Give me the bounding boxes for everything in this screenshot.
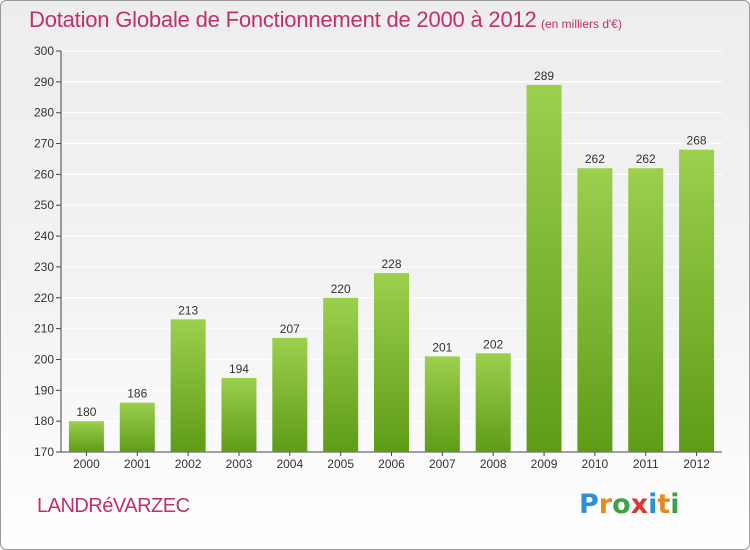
y-tick-label: 230 — [34, 260, 54, 274]
x-tick-label: 2008 — [480, 457, 507, 471]
x-tick-label: 2001 — [124, 457, 151, 471]
bar — [679, 149, 715, 452]
logo-letter: o — [612, 489, 631, 520]
logo-letter: P — [579, 489, 599, 520]
chart-unit-label: (en milliers d'€) — [541, 17, 622, 31]
y-tick-label: 250 — [34, 198, 54, 212]
bar — [526, 84, 562, 452]
bar — [119, 402, 155, 452]
x-tick-label: 2002 — [175, 457, 202, 471]
x-tick-label: 2007 — [429, 457, 456, 471]
y-tick-label: 260 — [34, 167, 54, 181]
bar-value-label: 207 — [280, 322, 300, 336]
bar-value-label: 268 — [687, 134, 707, 148]
bar-value-label: 228 — [381, 257, 401, 271]
logo-letter: i — [670, 489, 680, 520]
bar-value-label: 202 — [483, 337, 503, 351]
bar — [374, 273, 409, 452]
bar — [577, 168, 613, 452]
x-tick-label: 2012 — [683, 457, 710, 471]
bar-value-label: 194 — [229, 362, 249, 376]
x-tick-label: 2005 — [327, 457, 354, 471]
y-tick-label: 290 — [34, 75, 54, 89]
commune-name: LANDRéVARZEC — [37, 495, 190, 517]
x-tick-label: 2011 — [633, 457, 659, 471]
x-tick-label: 2004 — [276, 457, 303, 471]
bar-value-label: 262 — [585, 152, 605, 166]
y-tick-label: 190 — [34, 383, 54, 397]
y-tick-label: 180 — [34, 414, 54, 428]
x-tick-label: 2010 — [582, 457, 609, 471]
logo-letter: i — [648, 489, 658, 520]
bar — [221, 377, 257, 452]
logo-letter: x — [630, 489, 649, 520]
y-tick-label: 220 — [34, 291, 54, 305]
bar-value-label: 289 — [534, 69, 554, 83]
y-tick-label: 170 — [34, 445, 54, 459]
y-tick-label: 200 — [34, 352, 54, 366]
bar — [68, 421, 104, 452]
bar — [475, 353, 511, 452]
y-tick-label: 210 — [34, 322, 54, 336]
x-tick-label: 2000 — [73, 457, 100, 471]
y-tick-label: 270 — [34, 137, 54, 151]
x-tick-label: 2006 — [378, 457, 405, 471]
y-tick-label: 280 — [34, 106, 54, 120]
bar — [628, 168, 664, 452]
bar — [272, 337, 308, 452]
bar — [323, 297, 359, 452]
proxiti-logo: Proxiti — [579, 489, 680, 520]
bar-value-label: 213 — [178, 303, 198, 317]
bar — [170, 319, 206, 452]
bar-value-label: 262 — [636, 152, 656, 166]
bar-value-label: 201 — [432, 340, 452, 354]
bar — [424, 356, 460, 452]
bar-value-label: 186 — [127, 387, 147, 401]
x-tick-label: 2003 — [226, 457, 253, 471]
logo-letter: r — [598, 489, 613, 520]
logo-letter: t — [657, 489, 671, 520]
bar-value-label: 180 — [76, 405, 96, 419]
x-tick-label: 2009 — [531, 457, 558, 471]
bar-value-label: 220 — [331, 282, 351, 296]
y-tick-label: 300 — [34, 44, 54, 58]
y-tick-label: 240 — [34, 229, 54, 243]
chart-title: Dotation Globale de Fonctionnement de 20… — [29, 7, 537, 32]
